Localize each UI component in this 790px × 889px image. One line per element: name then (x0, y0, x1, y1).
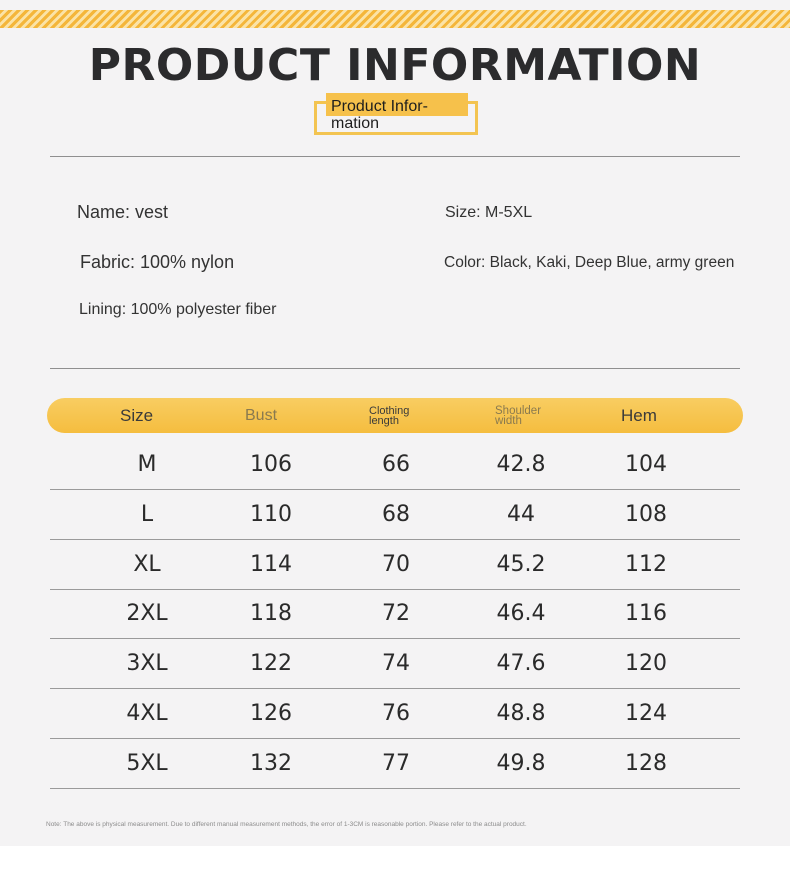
table-row: 5XL 132 77 49.8 128 (0, 746, 790, 796)
header-clothing-length-line-1: Clothing (369, 404, 410, 417)
cell-clothing-length: 77 (382, 750, 410, 776)
cell-size: L (140, 501, 154, 527)
header-clothing-length-line-2: length (369, 414, 399, 427)
header-size: Size (120, 405, 154, 425)
cell-shoulder-width: 48.8 (496, 701, 546, 726)
cell-hem: 116 (625, 601, 667, 627)
header-shoulder-width: Shoulder width (495, 398, 541, 433)
table-row: M 106 66 42.8 104 (0, 447, 790, 497)
cell-size: 2XL (126, 601, 168, 627)
subtitle-line-2: mation (331, 115, 380, 132)
measurement-note: Note: The above is physical measurement.… (46, 821, 527, 828)
info-fabric: Fabric: 100% nylon (80, 252, 235, 272)
cell-clothing-length: 72 (382, 601, 410, 627)
cell-bust: 106 (250, 452, 292, 477)
divider-middle (50, 368, 740, 369)
table-row: XL 114 70 45.2 112 (0, 547, 790, 597)
cell-bust: 114 (250, 551, 292, 577)
cell-hem: 128 (625, 750, 667, 776)
cell-clothing-length: 76 (382, 701, 410, 726)
table-row: L 110 68 44 108 (0, 497, 790, 547)
row-divider (50, 489, 740, 490)
header-bust: Bust (245, 406, 278, 424)
table-header-bar (47, 398, 743, 433)
header-shoulder-width-line-1: Shoulder (495, 404, 542, 417)
cell-clothing-length: 74 (382, 651, 410, 677)
cell-shoulder-width: 42.8 (496, 452, 546, 477)
subtitle-highlight (326, 93, 468, 116)
cell-hem: 104 (625, 452, 667, 477)
cell-shoulder-width: 49.8 (496, 750, 546, 776)
cell-shoulder-width: 44 (507, 501, 535, 527)
table-row: 2XL 118 72 46.4 116 (0, 596, 790, 646)
header-clothing-length: Clothing length (369, 398, 409, 433)
page-title: PRODUCT INFORMATION (88, 40, 702, 91)
product-info-page: PRODUCT INFORMATION Product Infor- matio… (0, 0, 790, 846)
row-divider (50, 538, 740, 540)
subtitle-line-1: Product Infor- (331, 98, 428, 115)
header-hem: Hem (621, 405, 657, 425)
cell-clothing-length: 70 (382, 551, 410, 577)
cell-bust: 122 (250, 651, 292, 677)
cell-hem: 108 (625, 501, 667, 527)
info-lining: Lining: 100% polyester fiber (79, 301, 277, 318)
info-size: Size: M-5XL (445, 204, 533, 221)
cell-bust: 126 (250, 701, 292, 726)
row-divider (50, 738, 740, 739)
cell-bust: 110 (250, 501, 292, 527)
cell-bust: 132 (250, 750, 292, 776)
row-divider (50, 688, 740, 690)
info-color: Color: Black, Kaki, Deep Blue, army gree… (444, 254, 735, 271)
cell-shoulder-width: 45.2 (496, 551, 546, 577)
cell-clothing-length: 66 (382, 452, 410, 477)
subtitle: Product Infor- mation (331, 98, 461, 132)
row-divider (50, 638, 740, 640)
cell-size: M (137, 452, 157, 477)
row-divider (50, 787, 740, 789)
divider-top (50, 156, 740, 157)
cell-size: 4XL (126, 701, 168, 726)
cell-shoulder-width: 46.4 (496, 601, 546, 627)
top-stripe-decoration (0, 10, 790, 28)
cell-size: 3XL (126, 651, 168, 677)
row-divider (50, 588, 740, 590)
cell-shoulder-width: 47.6 (496, 651, 546, 677)
cell-hem: 124 (625, 701, 667, 726)
cell-hem: 120 (625, 651, 667, 677)
cell-size: 5XL (126, 750, 168, 776)
header-shoulder-width-line-2: width (495, 414, 522, 427)
table-row: 4XL 126 76 48.8 124 (0, 696, 790, 746)
cell-clothing-length: 68 (382, 501, 410, 527)
cell-size: XL (133, 551, 161, 577)
cell-hem: 112 (625, 551, 667, 577)
info-name: Name: vest (77, 202, 169, 222)
cell-bust: 118 (250, 601, 292, 627)
table-row: 3XL 122 74 47.6 120 (0, 646, 790, 696)
